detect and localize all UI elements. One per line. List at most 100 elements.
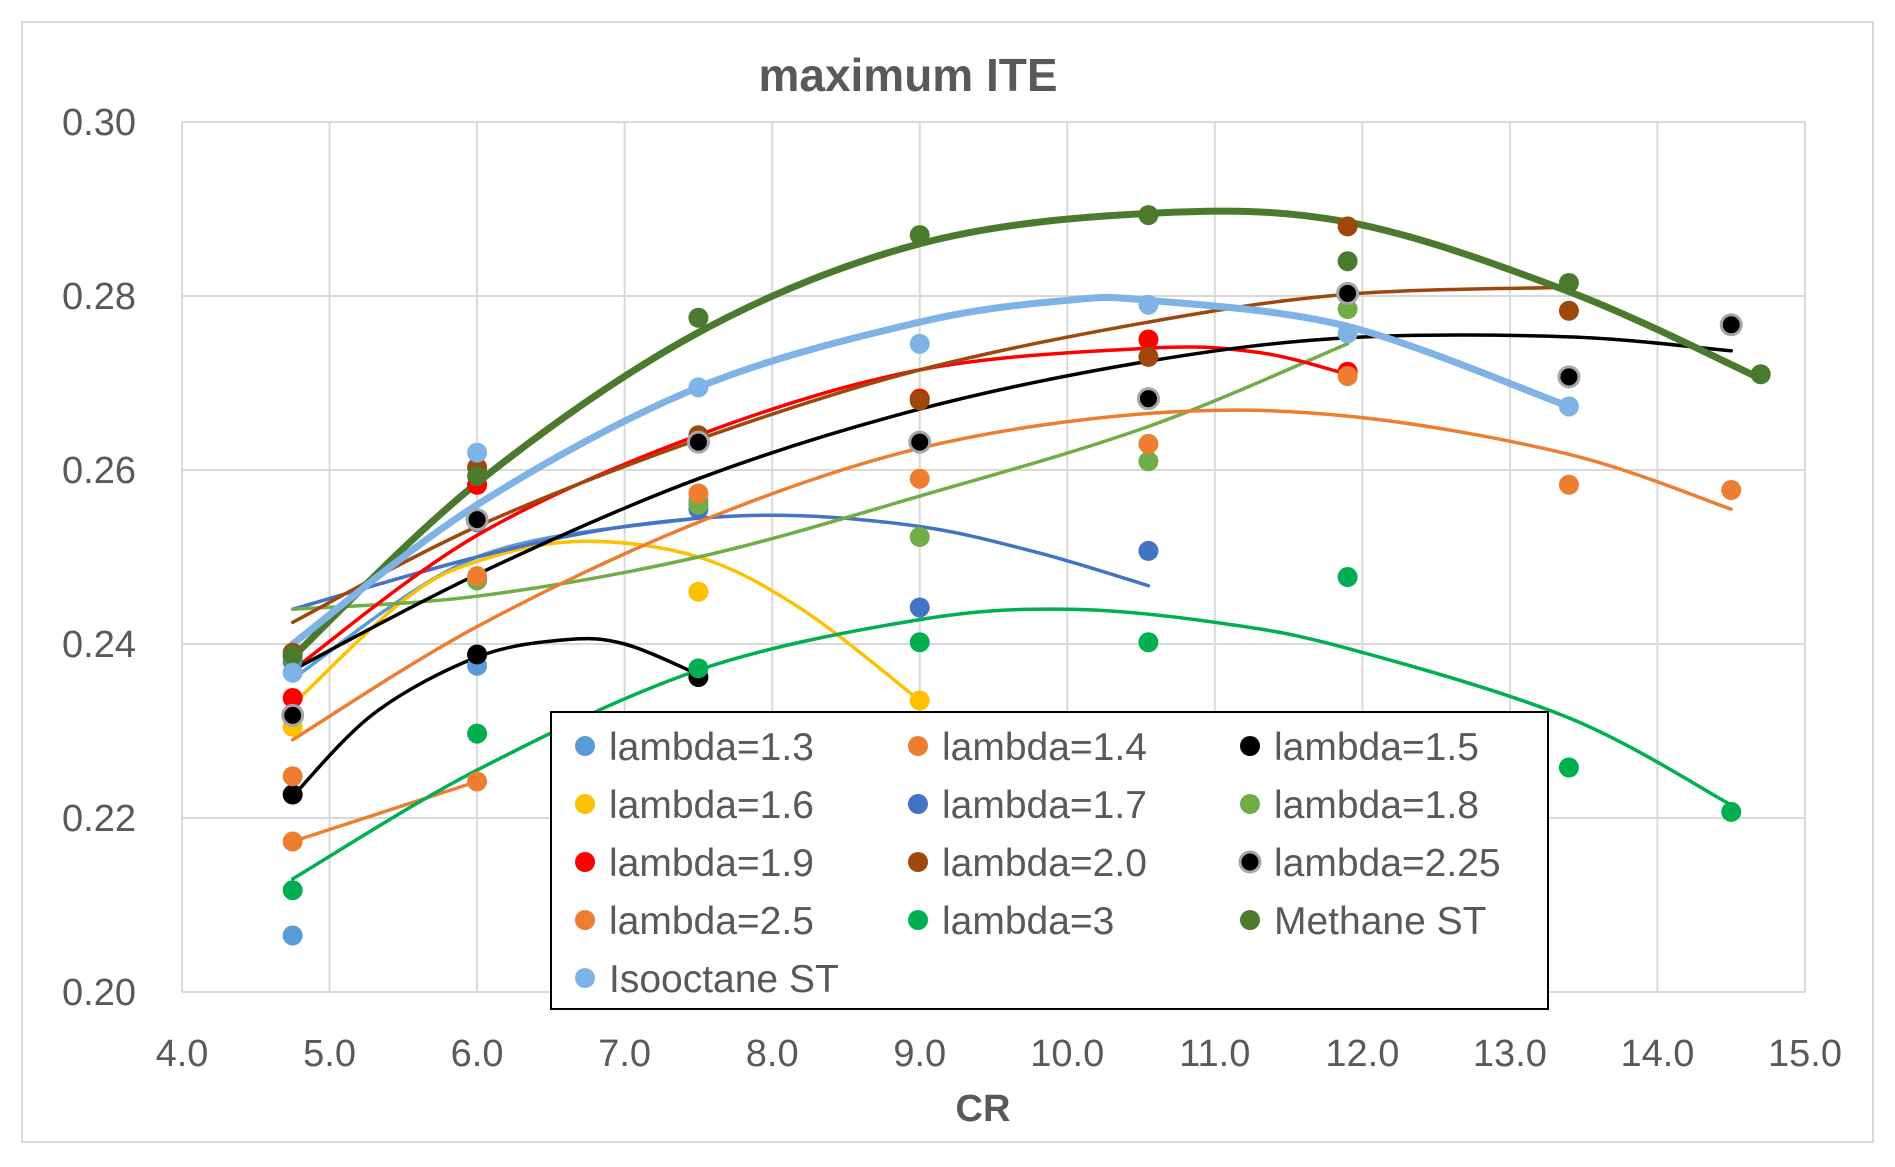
legend-marker-lambda-1-6 [575, 794, 595, 814]
legend-label-lambda-1-3: lambda=1.3 [609, 726, 814, 769]
point-lambda-1-5 [467, 644, 488, 665]
legend-marker-lambda-1-3 [575, 736, 595, 756]
x-tick-label: 6.0 [451, 1033, 504, 1075]
point-lambda-2-0 [1337, 216, 1358, 237]
x-tick-label: 4.0 [156, 1033, 209, 1075]
legend-marker-lambda-1-7 [908, 794, 928, 814]
legend: lambda=1.3 lambda=1.4 lambda=1.5 lambda=1.6… [550, 711, 1549, 1010]
point-lambda-1-9 [282, 687, 303, 708]
x-tick-label: 5.0 [303, 1033, 356, 1075]
legend-label-lambda-1-8: lambda=1.8 [1274, 784, 1479, 827]
point-lambda-1-7 [1138, 540, 1159, 561]
x-tick-label: 15.0 [1768, 1033, 1842, 1075]
y-tick-label: 0.22 [62, 798, 136, 840]
point-isooctane-st [1337, 323, 1358, 344]
y-tick-label: 0.28 [62, 276, 136, 318]
legend-label-isooctane-st: Isooctane ST [609, 958, 839, 1001]
point-lambda-2-5 [1337, 366, 1358, 387]
point-lambda-2-25 [1336, 281, 1360, 305]
point-lambda-2-25 [686, 430, 710, 454]
legend-label-lambda-3: lambda=3 [942, 900, 1114, 943]
x-tick-label: 7.0 [598, 1033, 651, 1075]
point-lambda-1-5 [282, 784, 303, 805]
point-lambda-1-4 [282, 831, 303, 852]
point-methane-st [1138, 205, 1159, 226]
point-lambda-3 [688, 658, 709, 679]
point-isooctane-st [467, 442, 488, 463]
y-axis-ticks: 0.20 0.22 0.24 0.26 0.28 0.30 [62, 102, 136, 1014]
point-lambda-1-3 [282, 925, 303, 946]
x-tick-label: 9.0 [893, 1033, 946, 1075]
point-methane-st [1750, 364, 1771, 385]
legend-label-lambda-1-9: lambda=1.9 [609, 842, 814, 885]
point-isooctane-st [282, 662, 303, 683]
x-tick-label: 11.0 [1179, 1033, 1250, 1075]
legend-marker-isooctane-st [575, 968, 595, 988]
point-lambda-2-0 [1558, 300, 1579, 321]
point-lambda-2-5 [1138, 433, 1159, 454]
point-lambda-1-7 [909, 597, 930, 618]
point-methane-st [688, 307, 709, 328]
point-lambda-1-8 [1337, 299, 1358, 320]
point-lambda-2-0 [1138, 346, 1159, 367]
trendline-lambda-1-7 [290, 513, 1151, 611]
point-methane-st [282, 645, 303, 666]
data-points [281, 205, 1771, 946]
legend-marker-methane-st [1240, 910, 1260, 930]
trendline-methane-st [289, 207, 1765, 661]
trendline-lambda-1-5 [290, 636, 701, 799]
y-tick-label: 0.30 [62, 102, 136, 144]
point-isooctane-st [909, 333, 930, 354]
point-methane-st [467, 466, 488, 487]
point-lambda-1-6 [909, 690, 930, 711]
point-lambda-3 [1721, 801, 1742, 822]
point-lambda-1-6 [688, 581, 709, 602]
point-lambda-3 [1337, 567, 1358, 588]
point-methane-st [1337, 251, 1358, 272]
point-methane-st [1558, 272, 1579, 293]
point-lambda-2-25 [1719, 313, 1743, 337]
y-tick-label: 0.26 [62, 450, 136, 492]
y-tick-label: 0.20 [62, 972, 136, 1014]
trendline-lambda-1-8 [290, 342, 1350, 611]
legend-marker-lambda-2-25 [1238, 850, 1262, 874]
y-tick-label: 0.24 [62, 624, 136, 666]
point-lambda-2-5 [282, 766, 303, 787]
point-methane-st [909, 225, 930, 246]
point-lambda-2-5 [1721, 480, 1742, 501]
point-lambda-2-5 [1558, 474, 1579, 495]
chart-title: maximum ITE [758, 49, 1057, 101]
legend-marker-lambda-1-4 [908, 736, 928, 756]
point-isooctane-st [1558, 396, 1579, 417]
legend-marker-lambda-1-9 [575, 852, 595, 872]
legend-label-methane-st: Methane ST [1274, 900, 1486, 943]
point-lambda-2-25 [1136, 387, 1160, 411]
point-lambda-1-4 [467, 771, 488, 792]
x-axis-label: CR [956, 1088, 1011, 1130]
trendline-lambda-2-25 [290, 333, 1733, 672]
legend-label-lambda-2-0: lambda=2.0 [942, 842, 1147, 885]
point-lambda-2-25 [1557, 365, 1581, 389]
x-tick-label: 10.0 [1030, 1033, 1104, 1075]
point-lambda-2-0 [909, 390, 930, 411]
point-lambda-2-5 [467, 566, 488, 587]
point-lambda-2-25 [281, 703, 305, 727]
legend-label-lambda-2-5: lambda=2.5 [609, 900, 814, 943]
trendline-lambda-2-5 [290, 408, 1733, 742]
point-lambda-2-25 [465, 508, 489, 532]
legend-marker-lambda-3 [908, 910, 928, 930]
point-lambda-1-8 [1138, 451, 1159, 472]
legend-box [550, 711, 1549, 1010]
point-lambda-3 [909, 632, 930, 653]
legend-marker-lambda-2-5 [575, 910, 595, 930]
trendline-lambda-3 [290, 607, 1733, 881]
legend-marker-lambda-1-8 [1240, 794, 1260, 814]
x-tick-label: 14.0 [1620, 1033, 1694, 1075]
point-lambda-2-5 [688, 483, 709, 504]
point-lambda-1-9 [1138, 329, 1159, 350]
x-tick-label: 8.0 [746, 1033, 799, 1075]
point-lambda-2-5 [909, 468, 930, 489]
point-lambda-2-25 [908, 430, 932, 454]
x-axis-ticks: 4.0 5.0 6.0 7.0 8.0 9.0 10.0 11.0 12.0 13.0 14.0 15… [156, 1033, 1842, 1075]
legend-label-lambda-2-25: lambda=2.25 [1274, 842, 1501, 885]
